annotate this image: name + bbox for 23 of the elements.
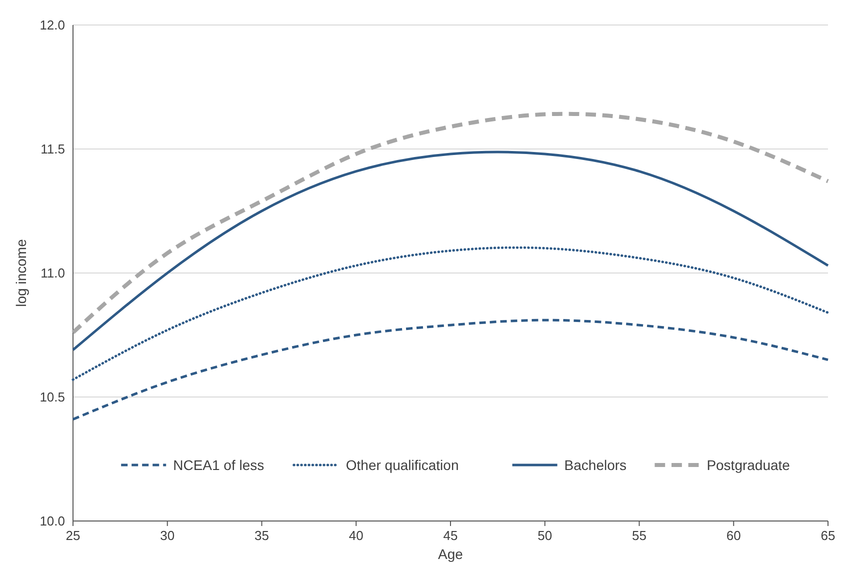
y-tick-label: 10.5 bbox=[40, 390, 65, 404]
line-series bbox=[71, 112, 830, 335]
line-series bbox=[72, 318, 830, 421]
legend-label: Postgraduate bbox=[706, 457, 790, 473]
y-tick-label: 11.5 bbox=[40, 142, 65, 156]
legend-label: NCEA1 of less bbox=[173, 457, 264, 473]
y-tick-label: 10.0 bbox=[40, 514, 65, 528]
x-axis-title: Age bbox=[438, 546, 464, 562]
x-tick-label: 35 bbox=[254, 528, 269, 543]
legend-label: Bachelors bbox=[564, 457, 627, 473]
x-tick-label: 50 bbox=[538, 528, 552, 543]
x-tick-label: 55 bbox=[632, 528, 646, 543]
line-series bbox=[72, 246, 830, 381]
x-tick-label: 40 bbox=[348, 528, 364, 543]
x-tick-label: 60 bbox=[726, 528, 741, 543]
legend-label: Other qualification bbox=[346, 457, 459, 473]
x-tick-label: 65 bbox=[820, 528, 836, 543]
y-tick-label: 11.0 bbox=[40, 266, 65, 280]
x-tick-label: 30 bbox=[160, 528, 175, 543]
y-tick-label: 12.0 bbox=[40, 18, 65, 32]
y-axis-title: log income bbox=[13, 238, 29, 307]
x-tick-label: 45 bbox=[443, 528, 458, 543]
x-tick-label: 25 bbox=[66, 528, 80, 543]
